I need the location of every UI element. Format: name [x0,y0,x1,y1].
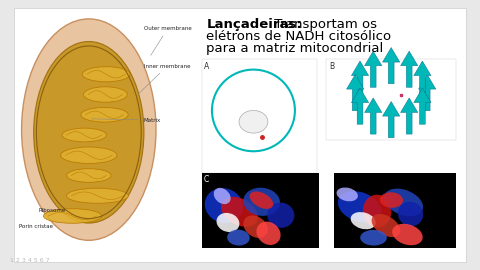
Ellipse shape [243,188,280,216]
Text: Lançadeiras:: Lançadeiras: [206,18,302,31]
Ellipse shape [81,107,128,122]
Ellipse shape [372,214,400,237]
Ellipse shape [338,191,382,222]
Ellipse shape [360,230,387,245]
Bar [326,59,456,140]
Ellipse shape [62,128,107,142]
Ellipse shape [267,202,294,228]
Ellipse shape [380,192,403,208]
FancyArrow shape [347,75,364,111]
FancyArrow shape [419,75,436,111]
Ellipse shape [384,189,423,216]
Bar [202,173,319,248]
Ellipse shape [227,230,250,245]
Ellipse shape [239,110,268,133]
Ellipse shape [336,187,358,201]
Ellipse shape [214,188,231,204]
Ellipse shape [22,19,156,240]
Ellipse shape [82,67,130,82]
Ellipse shape [221,197,258,227]
Text: elétrons de NADH citosólico: elétrons de NADH citosólico [206,30,392,43]
Ellipse shape [67,169,111,182]
Text: para a matriz mitocondrial: para a matriz mitocondrial [206,42,384,55]
FancyArrow shape [400,51,418,87]
FancyArrow shape [400,98,418,134]
Text: Matrix: Matrix [92,117,161,123]
FancyArrow shape [365,51,382,87]
FancyArrow shape [383,48,400,84]
FancyArrow shape [383,102,400,138]
Bar [334,173,456,248]
FancyArrow shape [351,88,369,124]
Ellipse shape [398,202,423,226]
FancyArrow shape [365,98,382,134]
Ellipse shape [216,213,240,232]
Ellipse shape [250,191,273,209]
Text: 1 2 3 4 5 6 7: 1 2 3 4 5 6 7 [10,258,49,263]
Text: Outer membrane: Outer membrane [144,26,192,55]
Text: C: C [204,176,209,184]
FancyArrow shape [414,88,431,124]
Text: Porin cristae: Porin cristae [19,224,53,229]
Ellipse shape [66,188,128,203]
Text: B: B [329,62,334,71]
Text: Inner membrane: Inner membrane [138,63,191,94]
Bar [202,59,317,173]
Ellipse shape [363,195,391,228]
Ellipse shape [256,222,281,245]
Ellipse shape [392,224,423,245]
Text: A: A [204,62,209,71]
FancyArrow shape [414,61,431,97]
Ellipse shape [205,188,243,223]
Ellipse shape [243,215,268,238]
Ellipse shape [34,42,144,223]
Text: Ribosome: Ribosome [38,208,66,213]
FancyArrow shape [351,61,369,97]
Ellipse shape [44,209,102,223]
Text: Transportam os: Transportam os [270,18,377,31]
Ellipse shape [84,87,127,102]
Ellipse shape [351,212,376,229]
Ellipse shape [60,147,117,164]
